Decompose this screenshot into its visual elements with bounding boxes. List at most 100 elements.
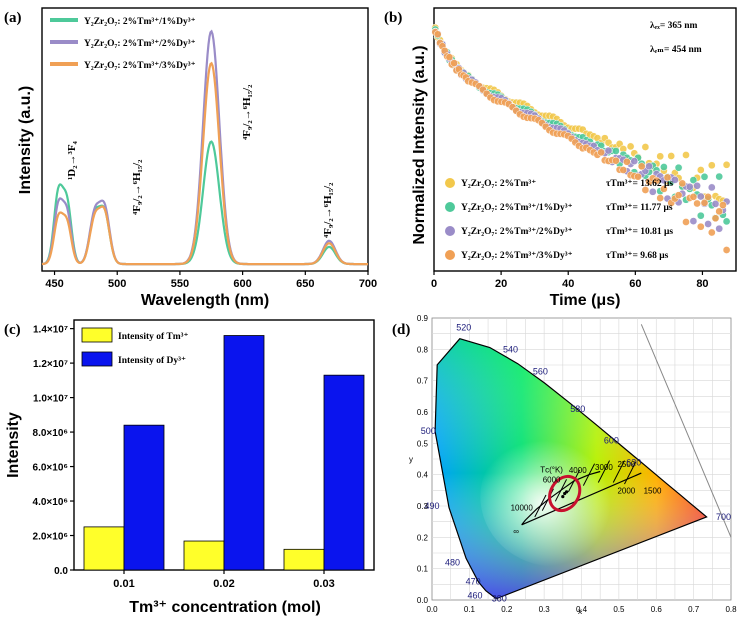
x-tick-label: 0.4	[576, 605, 588, 614]
decay-point	[671, 176, 679, 184]
decay-point	[700, 172, 709, 181]
wavelength-label: 580	[570, 404, 585, 414]
panel-c-xticks: 0.01 0.02 0.03	[113, 570, 335, 590]
legend-label: Intensity of Tm³⁺	[118, 332, 189, 342]
panel-c-yticks: 0.0 2.0×10⁶ 4.0×10⁶ 6.0×10⁶ 8.0×10⁶ 1.0×10⁷ 1.…	[33, 325, 74, 577]
decay-point	[715, 224, 724, 233]
y-tick-label: 0.3	[417, 502, 429, 511]
panel-a-label: (a)	[4, 10, 22, 26]
legend-label: Y₂Zr₂O₇: 2%Tm³⁺/2%Dy³⁺	[84, 39, 196, 49]
decay-point	[645, 162, 653, 171]
legend-label: Y₂Zr₂O₇: 2%Tm³⁺/2%Dy³⁺	[461, 227, 573, 237]
isotherm	[624, 461, 637, 485]
panel-a-xlabel: Wavelength (nm)	[141, 292, 269, 309]
decay-point	[641, 143, 650, 151]
decay-point	[689, 217, 698, 225]
y-tick-label: 4.0×10⁶	[33, 497, 68, 508]
cct-label: 2500	[617, 460, 635, 469]
panel-b: (b) 0 20 40 60 80 Time (μs) Normalized Inten…	[384, 7, 737, 309]
panel-d-ticks: 0.0 0.1 0.2 0.3 0.4 0.5 0.6 0.7 0.8 0.0 0.1 0.2 0.3 0…	[417, 314, 737, 614]
x-tick-label: 700	[359, 278, 377, 290]
x-tick-label: 550	[171, 278, 189, 290]
decay-point	[711, 200, 720, 208]
spectrum-line-3	[42, 61, 368, 266]
decay-point	[630, 157, 639, 165]
decay-point	[660, 185, 668, 193]
y-tick-label: 0.8	[417, 345, 429, 354]
isotherm	[597, 460, 610, 483]
panel-b-decay-points	[431, 23, 731, 254]
spectral-locus	[434, 338, 708, 600]
y-tick-label: 6.0×10⁶	[33, 463, 68, 474]
decay-point	[704, 193, 712, 201]
panel-c-bars	[83, 335, 365, 571]
panel-c-label: (c)	[4, 322, 21, 338]
x-tick-label: 0.01	[113, 578, 134, 590]
emission-wavelength: λₑₘ= 454 nm	[650, 45, 702, 55]
x-tick-label: 0.8	[725, 605, 737, 614]
tm-bar	[283, 548, 325, 571]
cct-label: 2000	[617, 486, 635, 495]
decay-point	[696, 222, 705, 231]
panel-a: (a) 450 500 550 600 650 700 Wavelength (nm) I…	[4, 7, 377, 309]
decay-point	[674, 191, 683, 200]
y-tick-label: 0.6	[417, 408, 429, 417]
x-tick-label: 0	[431, 278, 437, 290]
decay-point	[689, 193, 698, 201]
cie-ylabel: y	[409, 455, 413, 464]
x-tick-label: 600	[233, 278, 251, 290]
x-tick-label: 0.5	[613, 605, 625, 614]
legend-swatch	[81, 351, 113, 367]
y-tick-label: 0.4	[417, 471, 429, 480]
y-tick-label: 1.4×10⁷	[33, 325, 68, 336]
wavelength-label: 380	[492, 594, 507, 604]
y-tick-label: 0.0	[54, 566, 68, 577]
x-tick-label: 650	[296, 278, 314, 290]
legend-marker	[445, 250, 455, 260]
wavelength-label: 490	[424, 501, 439, 511]
chromaticity-point	[561, 495, 565, 499]
y-tick-label: 1.0×10⁷	[33, 394, 68, 405]
x-tick-label: 0.6	[651, 605, 663, 614]
y-tick-label: 0.2	[417, 533, 429, 542]
panel-a-ylabel: Intensity (a.u.)	[17, 86, 34, 194]
decay-point	[660, 163, 668, 171]
decay-point	[696, 192, 705, 201]
decay-point	[604, 146, 613, 155]
highlight-circle	[548, 474, 582, 513]
decay-point	[623, 157, 631, 166]
wavelength-label: 500	[421, 426, 436, 436]
isotherm	[567, 469, 581, 493]
decay-point	[700, 198, 709, 207]
x-tick-label: 0.02	[213, 578, 234, 590]
y-tick-label: 2.0×10⁶	[33, 532, 68, 543]
legend-label: Y₂Zr₂O₇: 2%Tm³⁺/3%Dy³⁺	[84, 61, 196, 71]
legend-label: Y₂Zr₂O₇: 2%Tm³⁺/3%Dy³⁺	[461, 251, 573, 261]
y-tick-label: 0.0	[417, 596, 429, 605]
y-tick-label: 0.7	[417, 377, 429, 386]
excitation-wavelength: λₑₓ= 365 nm	[650, 21, 698, 31]
decay-point	[715, 207, 724, 216]
x-tick-label: 0.7	[688, 605, 700, 614]
panel-a-curves	[41, 29, 368, 266]
legend-swatch	[81, 327, 113, 343]
decay-point	[663, 173, 672, 182]
panel-b-legend: Y₂Zr₂O₇: 2%Tm³⁺ τTm³⁺= 13.62 μs Y₂Zr₂O₇: 2…	[445, 178, 673, 261]
panel-b-frame	[433, 7, 737, 272]
isotherm	[612, 460, 625, 483]
legend-marker	[445, 202, 455, 212]
lifetime-label: τTm³⁺= 9.68 μs	[606, 251, 669, 261]
panel-a-frame	[41, 7, 369, 272]
decay-point	[656, 152, 665, 161]
x-tick-label: 0.2	[501, 605, 513, 614]
annot-4f92-a: ⁴F₉/₂→⁶H₁₅/₂	[131, 159, 143, 215]
decay-point	[693, 199, 701, 208]
decay-point	[678, 179, 687, 188]
x-tick-label: 0.0	[426, 605, 438, 614]
x-tick-label: 60	[629, 278, 641, 290]
x-tick-label: 0.3	[539, 605, 551, 614]
cie-xlabel: x	[578, 607, 582, 616]
lifetime-label: τTm³⁺= 10.81 μs	[606, 227, 673, 237]
decay-point	[450, 59, 458, 67]
